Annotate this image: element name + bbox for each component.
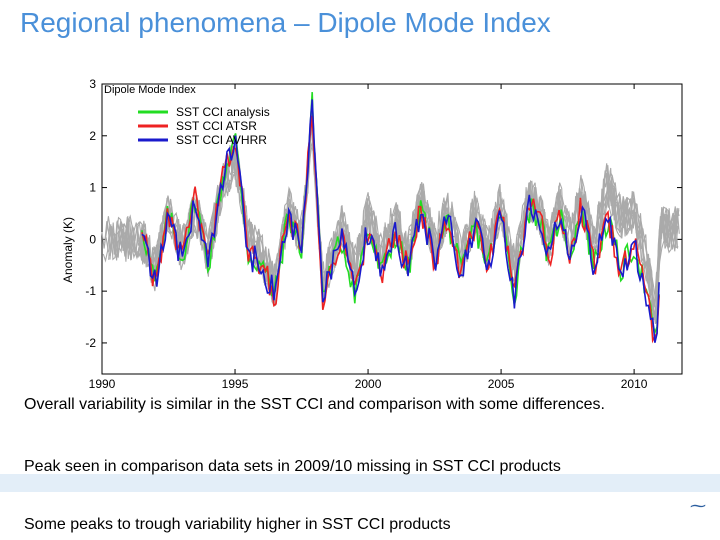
- caption-peak-missing: Peak seen in comparison data sets in 200…: [24, 458, 561, 475]
- y-tick-label: -2: [85, 336, 96, 350]
- logo-icon: ⁓: [686, 494, 720, 524]
- slide-title: Regional phenomena – Dipole Mode Index: [20, 7, 551, 38]
- x-tick-label: 1995: [222, 377, 249, 391]
- footer-band: [0, 474, 720, 492]
- caption-peak-trough: Some peaks to trough variability higher …: [24, 514, 664, 536]
- x-tick-label: 1990: [89, 377, 116, 391]
- legend-analysis-label: SST CCI analysis: [176, 105, 270, 119]
- chart-title: Dipole Mode Index: [104, 84, 196, 96]
- y-tick-label: 2: [89, 129, 96, 143]
- dipole-mode-chart: Dipole Mode Index Anomaly (K) -2 -1 0 1 2 3 19…: [61, 77, 683, 391]
- y-axis-label: Anomaly (K): [61, 217, 75, 283]
- caption-variability: Overall variability is similar in the SS…: [24, 394, 664, 416]
- x-tick-label: 2000: [355, 377, 382, 391]
- y-tick-label: 3: [89, 77, 96, 91]
- y-tick-label: 0: [89, 232, 96, 246]
- x-tick-label: 2005: [488, 377, 515, 391]
- legend-atsr-label: SST CCI ATSR: [176, 119, 257, 133]
- legend-avhrr-label: SST CCI AVHRR: [176, 133, 267, 147]
- y-tick-label: 1: [89, 181, 96, 195]
- x-tick-label: 2010: [621, 377, 648, 391]
- y-tick-label: -1: [85, 284, 96, 298]
- atsr-series-line: [141, 115, 660, 344]
- avhrr-series-line: [141, 99, 660, 343]
